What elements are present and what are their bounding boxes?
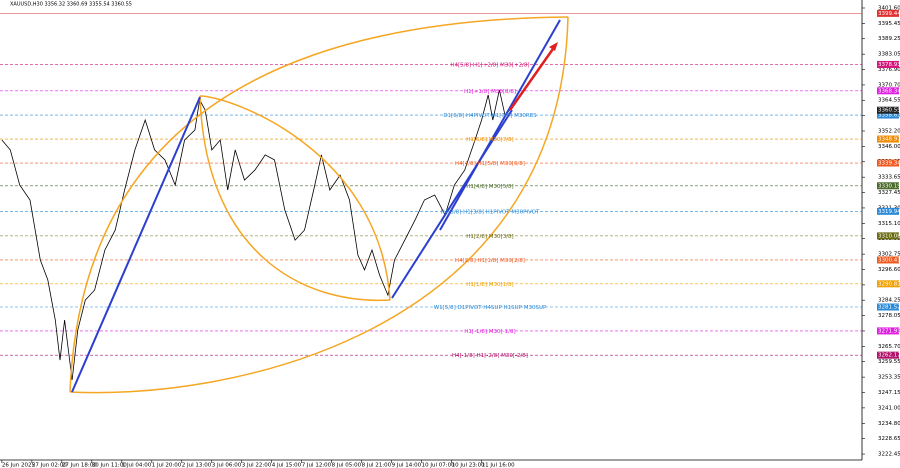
price-box (877, 87, 899, 95)
y-tick-label: 3327.45 (878, 190, 900, 196)
x-tick-label: 8 Jul 05:00 (332, 463, 362, 468)
y-tick-label: 3315.10 (878, 221, 900, 227)
price-box-label: 3281.52 (878, 304, 900, 310)
arc (199, 95, 391, 301)
price-box (877, 60, 899, 68)
y-tick-label: 3296.60 (878, 267, 900, 273)
price-box (877, 9, 899, 17)
level-label: H1[-1/8] M30[-1/8] (464, 329, 515, 335)
current-price: 3360.55 (878, 108, 900, 114)
y-tick-label: 3370.70 (878, 82, 900, 88)
x-tick-label: 27 Jun 18:00 (62, 463, 97, 468)
level-label: W1[5/8] D1PIVOT H4SUP H1SUP M30SUP (434, 305, 547, 311)
x-tick-label: 2 Jul 13:00 (182, 463, 212, 468)
level-label: H1[4/8] M30[5/8] (466, 184, 513, 190)
x-tick-label: 27 Jun 02:00 (32, 463, 67, 468)
price-box (877, 135, 899, 143)
y-tick-label: 3234.80 (878, 421, 900, 427)
drawings (69, 16, 569, 394)
arc (199, 95, 391, 302)
level-label: H4[5/8] H1[+2/8] M30[+2/8] (450, 62, 529, 68)
price-box-label: 3368.34 (878, 88, 900, 94)
price-box (877, 303, 899, 311)
arrow-head (549, 42, 558, 51)
price-box (877, 207, 899, 215)
level-label: H1[1/8] M30[1/8] (466, 282, 513, 288)
x-tick-label: 1 Jul 04:00 (122, 463, 152, 468)
price-box-label: 3348.97 (878, 137, 900, 143)
y-tick-label: 3265.70 (878, 344, 900, 350)
price-box (877, 280, 899, 288)
y-tick-label: 3383.05 (878, 52, 900, 58)
price-box-label: 3339.34 (878, 161, 900, 167)
price-box (877, 111, 899, 119)
y-tick-label: 3284.25 (878, 298, 900, 304)
y-tick-label: 3333.65 (878, 175, 900, 181)
level-label: H1[6/8] M30[7/8] (466, 137, 513, 143)
x-tick-label: 26 Jun 2025 (2, 463, 36, 468)
y-tick-label: 3228.65 (878, 436, 900, 442)
y-tick-label: 3247.15 (878, 390, 900, 396)
price-box-label: 3290.83 (878, 281, 900, 287)
price-box-label: 3358.61 (878, 113, 900, 119)
level-label: H4[-1/8] H1[-2/8] M30[-2/8] (452, 353, 528, 359)
x-tick-label: 1 Jul 20:00 (152, 463, 182, 468)
y-tick-label: 3401.60 (878, 5, 900, 11)
x-tick-label: 8 Jul 21:00 (362, 463, 392, 468)
x-tick-label: 3 Jul 06:00 (212, 463, 242, 468)
x-tick-label: 4 Jul 15:00 (272, 463, 302, 468)
arc (69, 16, 569, 393)
trend-line (439, 19, 561, 231)
y-tick-label: 3253.35 (878, 375, 900, 381)
price-box-label: 3378.93 (878, 62, 900, 68)
trend-line (71, 96, 201, 393)
price-box (877, 182, 899, 190)
y-tick-label: 3395.45 (878, 21, 900, 27)
level-label: H4[2/8] H1[1/8] M30[2/8] (455, 258, 525, 264)
price-box-label: 3399.44 (878, 11, 900, 17)
y-tick-label: 3259.55 (878, 359, 900, 365)
x-tick-label: 10 Jul 07:00 (422, 463, 455, 468)
level-label: H4[3/8] H1[3/8] H1PIVOT M30PIVOT (441, 209, 540, 215)
price-box-label: 3330.19 (878, 183, 900, 189)
x-tick-label: 11 Jul 16:00 (482, 463, 515, 468)
x-tick-label: 30 Jun 11:00 (92, 463, 127, 468)
price-box (877, 159, 899, 167)
price-box (877, 232, 899, 240)
price-box-label: 3262.17 (878, 353, 900, 359)
y-tick-label: 3278.05 (878, 313, 900, 319)
y-tick-label: 3352.20 (878, 128, 900, 134)
x-tick-label: 9 Jul 14:00 (392, 463, 422, 468)
price-box-label: 3310.08 (878, 233, 900, 239)
level-label: H1[+1/8] M30[8/8] (464, 89, 516, 95)
y-tick-label: 3302.75 (878, 252, 900, 258)
price-box (877, 327, 899, 335)
arc (69, 16, 569, 394)
level-label: D1[6/8] H4PIVOT H1[7/8] M30RES (443, 113, 537, 119)
price-box-label: 3300.41 (878, 257, 900, 263)
y-tick-label: 3241.00 (878, 405, 900, 411)
y-tick-label: 3376.90 (878, 67, 900, 73)
trend-line (391, 109, 513, 299)
price-box (877, 351, 899, 359)
y-tick-label: 3222.45 (878, 452, 900, 458)
x-tick-label: 3 Jul 22:00 (242, 463, 272, 468)
price-box (877, 106, 899, 114)
level-label: H4[4/8] H1[5/8] M30[6/8] (455, 161, 525, 167)
y-tick-label: 3364.55 (878, 98, 900, 104)
y-tick-label: 3346.00 (878, 144, 900, 150)
arrow (508, 45, 557, 111)
x-tick-label: 7 Jul 12:00 (302, 463, 332, 468)
chart-title: XAUUSD,H30 3356.32 3360.69 3355.54 3360.… (10, 2, 132, 8)
price-box (877, 256, 899, 264)
level-label: H1[2/8] M30[3/8] (466, 234, 513, 240)
y-tick-label: 3389.25 (878, 36, 900, 42)
price-box-label: 3271.91 (878, 328, 900, 334)
x-tick-label: 10 Jul 23:00 (452, 463, 485, 468)
price-line (1, 89, 510, 381)
price-box-label: 3319.94 (878, 209, 900, 215)
